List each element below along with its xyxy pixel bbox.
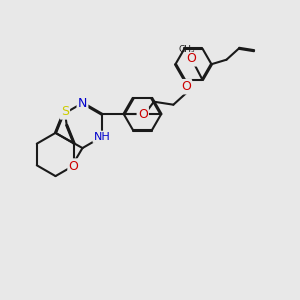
Text: O: O <box>181 80 191 93</box>
Text: NH: NH <box>94 132 110 142</box>
Text: O: O <box>186 52 196 65</box>
Text: O: O <box>68 160 78 172</box>
Text: S: S <box>61 105 69 119</box>
Text: CH₃: CH₃ <box>178 45 195 54</box>
Text: N: N <box>78 97 87 110</box>
Text: O: O <box>138 108 148 121</box>
